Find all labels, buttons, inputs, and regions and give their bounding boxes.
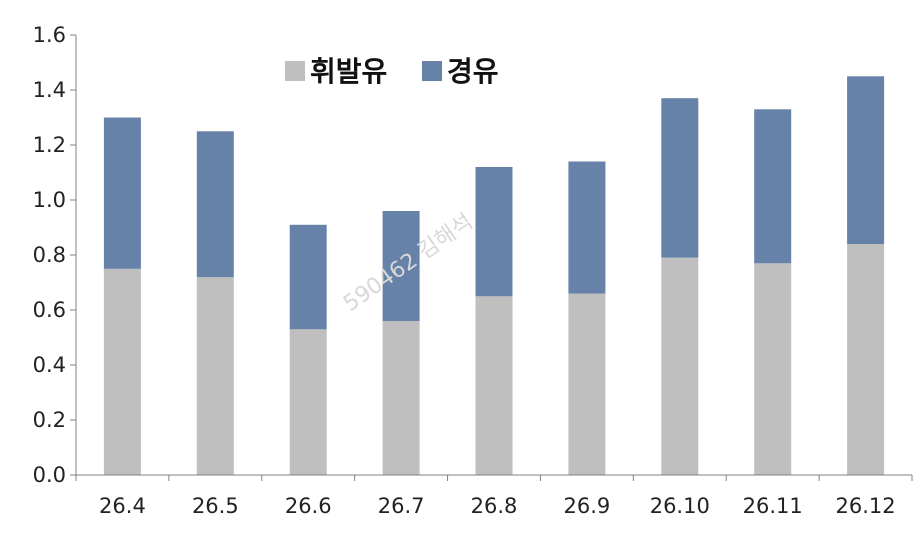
bar-diesel-26.7 — [382, 211, 420, 321]
y-tick-label: 1.4 — [33, 78, 66, 102]
y-tick-label: 0.4 — [33, 353, 66, 377]
x-tick-label: 26.6 — [285, 494, 332, 518]
y-tick-label: 0.0 — [33, 463, 66, 487]
legend-label-gasoline: 휘발유 — [310, 55, 387, 88]
x-tick-label: 26.9 — [564, 494, 611, 518]
bar-diesel-26.9 — [568, 161, 606, 294]
bar-gasoline-26.6 — [289, 329, 327, 476]
x-tick-label: 26.7 — [378, 494, 425, 518]
bar-gasoline-26.12 — [847, 244, 885, 475]
y-tick-label: 0.8 — [33, 243, 66, 267]
x-tick-label: 26.4 — [99, 494, 146, 518]
bar-gasoline-26.7 — [382, 321, 420, 475]
bar-diesel-26.10 — [661, 98, 699, 258]
legend: 휘발유 경유 — [285, 55, 499, 88]
y-tick-label: 1.0 — [33, 188, 66, 212]
x-tick-label: 26.11 — [743, 494, 803, 518]
bar-diesel-26.4 — [103, 117, 141, 269]
bar-gasoline-26.10 — [661, 257, 699, 476]
y-tick-label: 1.6 — [33, 23, 66, 47]
bar-diesel-26.6 — [289, 224, 327, 330]
x-tick-label: 26.5 — [192, 494, 239, 518]
bar-diesel-26.11 — [754, 109, 792, 264]
y-tick-label: 0.2 — [33, 408, 66, 432]
x-tick-label: 26.10 — [650, 494, 710, 518]
bar-gasoline-26.8 — [475, 296, 513, 476]
legend-swatch-gasoline — [285, 61, 305, 81]
y-tick-label: 0.6 — [33, 298, 66, 322]
bar-gasoline-26.5 — [196, 277, 234, 475]
bar-gasoline-26.11 — [754, 263, 792, 476]
bar-diesel-26.12 — [847, 76, 885, 244]
y-tick-label: 1.2 — [33, 133, 66, 157]
bar-diesel-26.5 — [196, 131, 234, 278]
bars-layer — [103, 76, 885, 476]
legend-swatch-diesel — [422, 61, 442, 81]
axes-layer: 0.0 0.2 0.4 0.6 0.8 1.0 1.2 1.4 1.6 26.4 26.5 26.6 2… — [33, 23, 913, 518]
bar-gasoline-26.4 — [103, 268, 141, 476]
bar-gasoline-26.9 — [568, 293, 606, 475]
legend-label-diesel: 경유 — [447, 55, 499, 88]
bar-diesel-26.8 — [475, 167, 513, 297]
x-tick-label: 26.8 — [471, 494, 518, 518]
x-tick-label: 26.12 — [835, 494, 895, 518]
